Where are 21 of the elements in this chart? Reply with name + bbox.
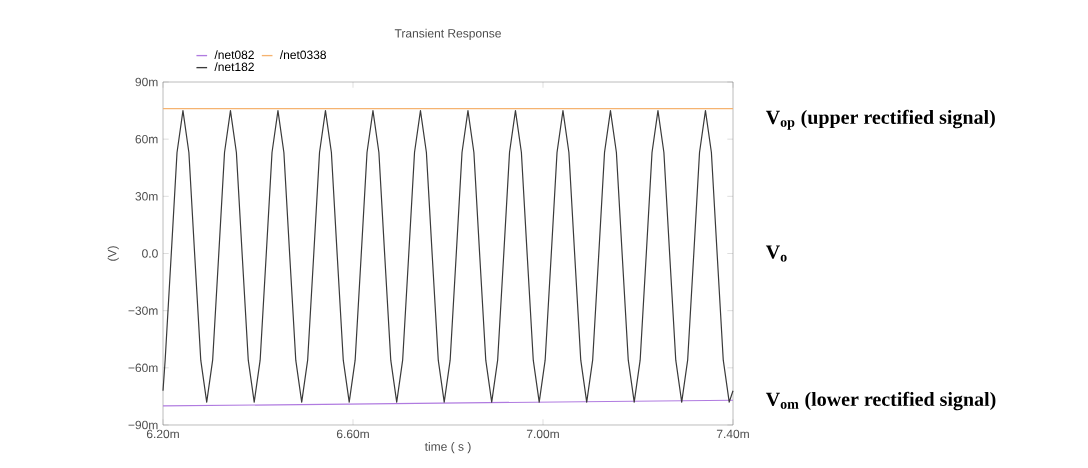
legend-label: /net0338	[279, 50, 326, 60]
x-tick-label: 6.20m	[146, 429, 179, 439]
y-tick-label: −30m	[128, 306, 158, 315]
y-tick-label: −90m	[128, 420, 158, 430]
y-axis-title: (V)	[107, 246, 119, 261]
y-tick-label: −60m	[128, 363, 158, 373]
chart-title: Transient Response	[394, 28, 501, 40]
x-tick-label: 6.60m	[336, 429, 369, 439]
line-series	[162, 109, 734, 403]
x-axis-title: time ( s )	[424, 442, 471, 454]
text: V$_{o}$	[765, 245, 787, 262]
y-tick-label: 90m	[135, 77, 158, 87]
y-tick-label: 60m	[135, 134, 158, 144]
x-tick-label: 7.00m	[526, 429, 559, 439]
y-tick-label: 0.0	[142, 249, 158, 258]
y-tick-label: 30m	[135, 192, 158, 201]
text: V$_{op}$ (upper rectified signal)	[765, 109, 995, 130]
x-tick-label: 7.40m	[716, 429, 749, 439]
text: V$_{om}$ (lower rectified signal)	[765, 391, 996, 411]
legend-label: /net182	[214, 62, 254, 72]
legend-label: /net082	[214, 50, 254, 60]
